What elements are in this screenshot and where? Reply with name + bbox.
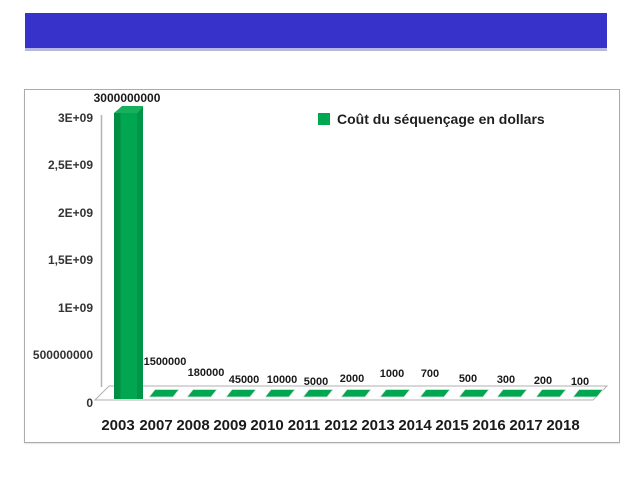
bar-2011 xyxy=(302,389,334,398)
bar-2014 xyxy=(419,389,451,398)
y-tick-3e09: 3E+09 xyxy=(57,111,93,125)
data-label-2013: 1000 xyxy=(379,368,405,380)
x-tick-2017: 2017 xyxy=(509,417,543,434)
chart-legend: Coût du séquençage en dollars xyxy=(318,110,545,128)
data-label-2008: 180000 xyxy=(187,367,225,379)
x-tick-2015: 2015 xyxy=(435,417,469,434)
bar-2009 xyxy=(225,389,257,398)
y-tick-5e08: 500000000 xyxy=(32,348,93,362)
data-label-2016: 300 xyxy=(496,374,516,386)
data-label-2015: 500 xyxy=(458,373,478,385)
bar-2018 xyxy=(572,389,604,398)
x-tick-2011: 2011 xyxy=(287,417,321,434)
y-tick-0: 0 xyxy=(86,396,93,410)
bar-2008 xyxy=(186,389,218,398)
y-tick-1-5e09: 1,5E+09 xyxy=(47,253,93,267)
legend-swatch-icon xyxy=(318,113,330,125)
x-tick-2018: 2018 xyxy=(546,417,580,434)
bar-2007 xyxy=(148,389,180,398)
x-tick-2007: 2007 xyxy=(139,417,173,434)
y-tick-2-5e09: 2,5E+09 xyxy=(47,158,93,172)
data-label-2018: 100 xyxy=(570,376,590,388)
bar-2013 xyxy=(379,389,411,398)
data-label-2014: 700 xyxy=(420,368,440,380)
bar-2003 xyxy=(114,106,143,399)
y-tick-1e09: 1E+09 xyxy=(57,301,93,315)
x-tick-2014: 2014 xyxy=(398,417,432,434)
title-banner xyxy=(25,13,607,51)
data-label-2010: 10000 xyxy=(266,374,298,386)
data-label-2007: 1500000 xyxy=(143,356,187,368)
x-tick-2009: 2009 xyxy=(213,417,247,434)
x-tick-2008: 2008 xyxy=(176,417,210,434)
data-label-2011: 5000 xyxy=(303,376,329,388)
x-tick-2016: 2016 xyxy=(472,417,506,434)
x-tick-2003: 2003 xyxy=(101,417,135,434)
data-label-2009: 45000 xyxy=(228,374,260,386)
bar-2016 xyxy=(496,389,528,398)
legend-label: Coût du séquençage en dollars xyxy=(337,111,545,127)
bar-2015 xyxy=(458,389,490,398)
y-tick-2e09: 2E+09 xyxy=(57,206,93,220)
data-label-2012: 2000 xyxy=(339,373,365,385)
bar-2010 xyxy=(264,389,296,398)
x-tick-2012: 2012 xyxy=(324,417,358,434)
bar-2017 xyxy=(535,389,567,398)
x-tick-2010: 2010 xyxy=(250,417,284,434)
data-label-2003: 3000000000 xyxy=(93,91,161,105)
bar-2012 xyxy=(340,389,372,398)
x-tick-2013: 2013 xyxy=(361,417,395,434)
data-label-2017: 200 xyxy=(533,375,553,387)
